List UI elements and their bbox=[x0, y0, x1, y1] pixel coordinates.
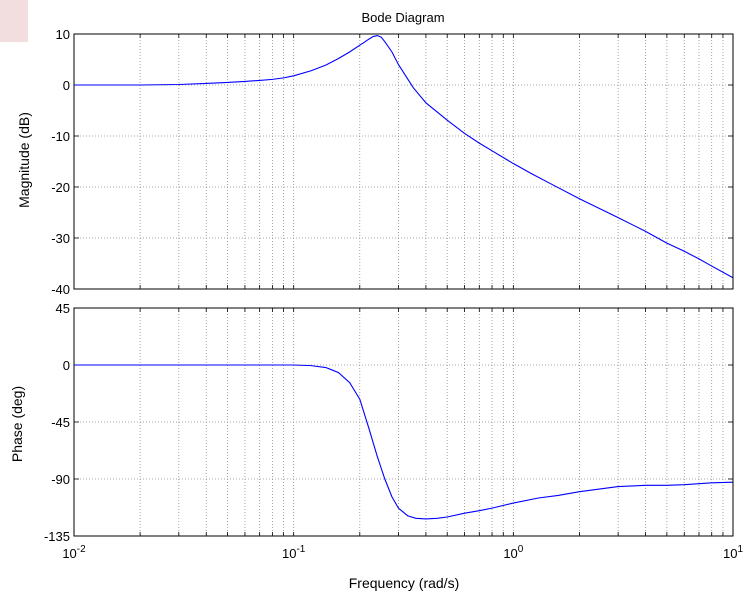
x-tick-label: 101 bbox=[723, 544, 743, 561]
phase-y-tick-label: -135 bbox=[44, 529, 70, 544]
magnitude-y-tick-label: 0 bbox=[63, 78, 70, 93]
phase-y-tick-label: -90 bbox=[51, 472, 70, 487]
x-axis-label: Frequency (rad/s) bbox=[349, 575, 459, 591]
magnitude-y-tick-label: -40 bbox=[51, 282, 70, 297]
x-tick-label: 10-1 bbox=[282, 544, 306, 561]
x-tick-label: 100 bbox=[503, 544, 523, 561]
magnitude-axes-frame bbox=[73, 33, 734, 290]
magnitude-y-tick-label: 10 bbox=[56, 27, 70, 42]
phase-y-tick-label: -45 bbox=[51, 415, 70, 430]
chart-title: Bode Diagram bbox=[361, 10, 444, 25]
magnitude-line bbox=[74, 34, 734, 279]
magnitude-y-label: Magnitude (dB) bbox=[16, 112, 32, 208]
phase-axes-frame bbox=[73, 307, 734, 537]
phase-panel: 45 0 -45 -90 -135 bbox=[44, 301, 734, 544]
magnitude-y-tick-label: -20 bbox=[51, 180, 70, 195]
phase-y-label: Phase (deg) bbox=[9, 386, 25, 462]
magnitude-panel: 10 0 -10 -20 -30 -40 bbox=[51, 27, 734, 297]
x-tick-label: 10-2 bbox=[62, 544, 86, 561]
phase-line bbox=[74, 364, 734, 520]
magnitude-y-tick-label: -30 bbox=[51, 231, 70, 246]
corner-decoration bbox=[0, 0, 28, 42]
phase-y-tick-label: 45 bbox=[56, 301, 70, 316]
phase-y-tick-label: 0 bbox=[63, 358, 70, 373]
magnitude-y-tick-label: -10 bbox=[51, 129, 70, 144]
